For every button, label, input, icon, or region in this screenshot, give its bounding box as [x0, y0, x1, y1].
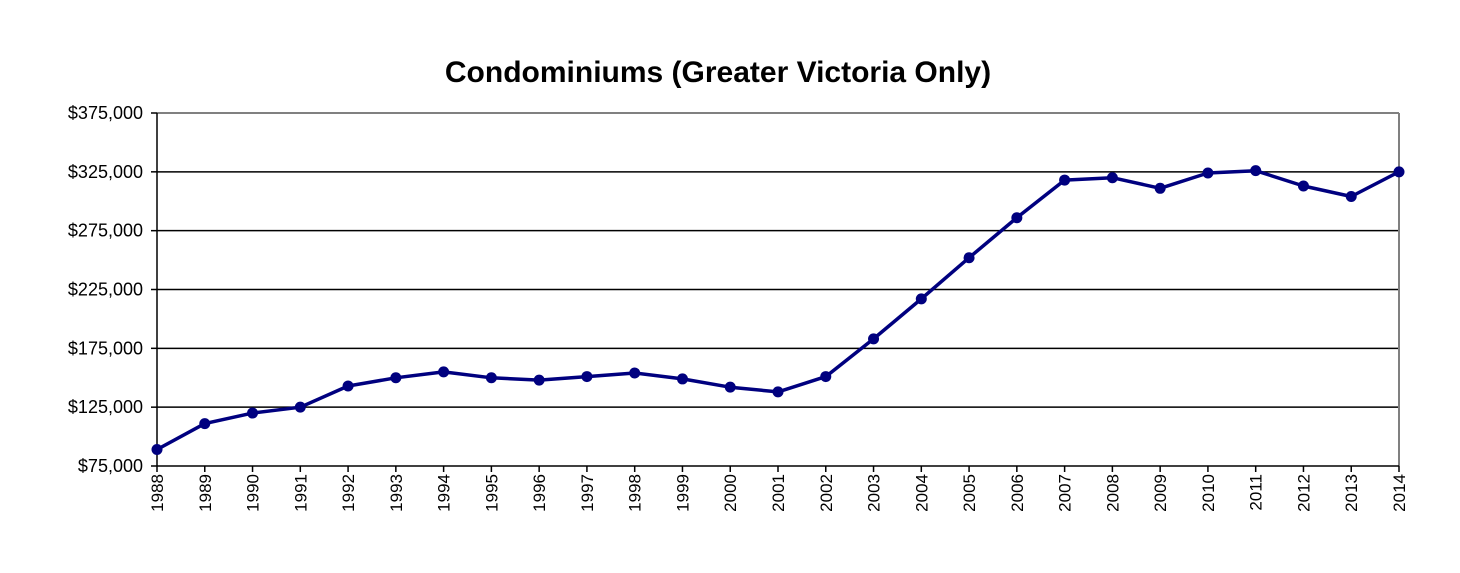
- data-point: [1059, 174, 1071, 186]
- x-tick-label: 1991: [291, 474, 310, 512]
- x-tick-label: 2004: [912, 474, 931, 512]
- x-tick-label: 1996: [530, 474, 549, 512]
- x-tick-label: 2002: [817, 474, 836, 512]
- x-tick-label: 1993: [387, 474, 406, 512]
- y-tick-label: $75,000: [78, 456, 143, 476]
- x-tick-label: 1999: [673, 474, 692, 512]
- data-point: [1154, 182, 1166, 194]
- chart-title: Condominiums (Greater Victoria Only): [445, 56, 991, 89]
- data-point: [1297, 180, 1309, 192]
- data-point: [1250, 165, 1262, 177]
- data-point: [533, 374, 545, 386]
- x-tick-label: 1998: [626, 474, 645, 512]
- x-axis: 1988 1989 1990 1991 1992 1993 1994 1995 1996 1997…: [148, 466, 1409, 512]
- data-point: [342, 380, 354, 392]
- data-point: [724, 381, 736, 393]
- x-tick-label: 1995: [482, 474, 501, 512]
- y-tick-label: $375,000: [68, 103, 143, 123]
- y-tick-label: $175,000: [68, 338, 143, 358]
- data-point: [151, 444, 163, 456]
- data-point: [294, 401, 306, 413]
- x-tick-label: 1990: [244, 474, 263, 512]
- data-point: [247, 407, 259, 419]
- x-tick-label: 2012: [1294, 474, 1313, 512]
- data-point: [485, 372, 497, 384]
- x-tick-label: 2011: [1247, 474, 1266, 511]
- data-point: [868, 333, 880, 345]
- data-point: [1202, 167, 1214, 179]
- x-tick-label: 1997: [578, 474, 597, 512]
- x-tick-label: 2005: [960, 474, 979, 512]
- data-point: [1011, 212, 1023, 224]
- x-tick-label: 2014: [1390, 474, 1409, 512]
- x-tick-label: 2008: [1103, 474, 1122, 512]
- x-tick-label: 1992: [339, 474, 358, 512]
- y-tick-label: $325,000: [68, 162, 143, 182]
- x-tick-label: 2007: [1056, 474, 1075, 512]
- data-point: [438, 366, 450, 378]
- data-point: [1345, 191, 1357, 203]
- data-point: [820, 371, 832, 383]
- x-tick-label: 2003: [865, 474, 884, 512]
- data-point: [390, 372, 402, 384]
- data-point: [1106, 172, 1118, 184]
- y-tick-label: $125,000: [68, 397, 143, 417]
- x-tick-label: 2009: [1151, 474, 1170, 512]
- data-point: [772, 386, 784, 398]
- data-point: [676, 373, 688, 385]
- x-tick-label: 1994: [435, 474, 454, 512]
- y-tick-label: $225,000: [68, 280, 143, 300]
- data-point: [1393, 166, 1405, 178]
- data-point: [963, 252, 975, 264]
- data-point: [915, 293, 927, 305]
- x-tick-label: 1989: [196, 474, 215, 512]
- series-layer: [151, 165, 1405, 456]
- x-tick-label: 2001: [769, 474, 788, 512]
- data-point: [581, 371, 593, 383]
- gridlines: [157, 171, 1399, 408]
- data-point: [199, 418, 211, 430]
- x-tick-label: 2000: [721, 474, 740, 512]
- y-tick-label: $275,000: [68, 221, 143, 241]
- x-tick-label: 2006: [1008, 474, 1027, 512]
- x-tick-label: 2013: [1342, 474, 1361, 512]
- y-axis: $75,000 $125,000 $175,000 $225,000 $275,000 $…: [68, 103, 157, 476]
- x-tick-label: 1988: [148, 474, 167, 512]
- x-tick-label: 2010: [1199, 474, 1218, 512]
- data-point: [629, 367, 641, 379]
